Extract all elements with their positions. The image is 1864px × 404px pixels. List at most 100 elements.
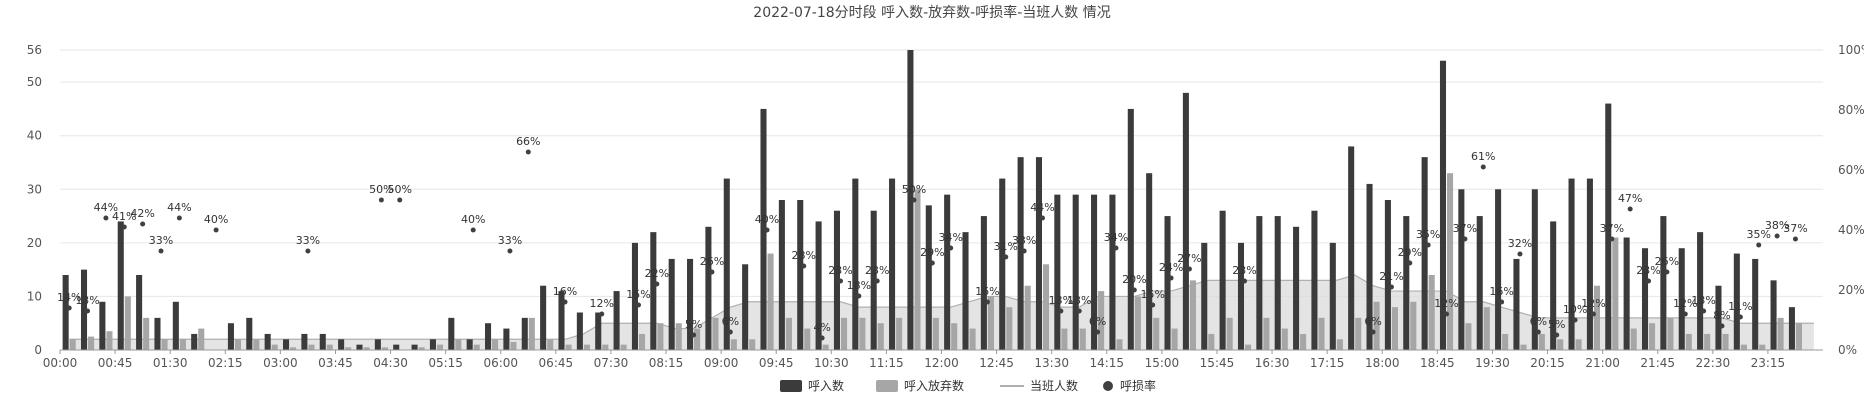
rate-label: 26% (1655, 255, 1679, 268)
rate-point (397, 197, 403, 203)
bar-abandoned (1300, 333, 1307, 350)
bar-abandoned (565, 344, 572, 350)
bar-calls (1752, 258, 1759, 350)
rate-label: 33% (296, 234, 320, 247)
bar-abandoned (1245, 344, 1252, 350)
bar-calls (1605, 103, 1612, 350)
rate-point (1021, 248, 1027, 254)
rate-label: 18% (847, 279, 871, 292)
bar-calls (172, 301, 179, 350)
bar-abandoned (767, 253, 774, 350)
rate-label: 37% (1453, 222, 1477, 235)
bar-calls (1329, 242, 1336, 350)
legend-swatch-abandoned (876, 380, 898, 392)
bar-calls (117, 221, 124, 350)
legend[interactable]: 呼入数 呼入放弃数 当班人数 呼损率 (780, 378, 1156, 393)
rate-layer: 14%13%44%41%42%33%44%40%33%50%50%40%33%6… (57, 135, 1808, 341)
bar-abandoned (749, 339, 756, 350)
bar-abandoned (455, 339, 462, 350)
rate-point (654, 281, 660, 287)
rate-point (929, 260, 935, 266)
x-tick-label: 19:30 (1475, 356, 1510, 370)
bar-calls (962, 232, 969, 350)
rate-label: 47% (1618, 192, 1642, 205)
rate-point (1370, 329, 1376, 335)
bar-calls (778, 200, 785, 350)
bar-calls (1182, 92, 1189, 350)
rate-label: 42% (130, 207, 154, 220)
y-left-tick-label: 56 (27, 43, 42, 57)
bar-calls (246, 317, 253, 350)
x-tick-label: 22:30 (1696, 356, 1731, 370)
bar-abandoned (418, 347, 425, 350)
bar-calls (191, 333, 198, 350)
bar-abandoned (1740, 344, 1747, 350)
x-tick-label: 12:00 (924, 356, 959, 370)
rate-label: 50% (369, 183, 393, 196)
bar-calls (1348, 146, 1355, 350)
bar-calls (907, 50, 914, 350)
bar-calls (1054, 194, 1061, 350)
bar-abandoned (1759, 344, 1766, 350)
x-tick-label: 18:45 (1420, 356, 1455, 370)
bar-abandoned (290, 347, 297, 350)
bar-calls (1476, 216, 1483, 350)
bar-calls (485, 323, 492, 350)
bar-abandoned (785, 317, 792, 350)
rate-point (66, 305, 72, 311)
bar-calls (1421, 157, 1428, 350)
bar-calls (80, 269, 88, 350)
rate-point (1499, 299, 1505, 305)
bar-calls (668, 258, 675, 350)
rate-label: 28% (792, 249, 816, 262)
x-tick-label: 03:45 (318, 356, 353, 370)
bar-abandoned (1226, 317, 1233, 350)
bar-calls (466, 339, 473, 350)
bar-calls (99, 301, 106, 350)
bar-abandoned (932, 317, 939, 350)
bar-calls (319, 333, 326, 350)
rate-label: 29% (920, 246, 944, 259)
rate-label: 14% (57, 291, 81, 304)
bar-calls (282, 339, 290, 350)
bar-abandoned (1410, 301, 1417, 350)
rate-label: 12% (590, 297, 614, 310)
bar-abandoned (1355, 317, 1362, 350)
rate-point (1792, 236, 1798, 242)
bar-calls (264, 333, 271, 350)
rate-point (378, 197, 384, 203)
rate-point (85, 308, 91, 314)
bar-calls (760, 108, 767, 350)
bar-calls (374, 339, 381, 350)
x-tick-label: 05:15 (428, 356, 463, 370)
bar-calls (687, 258, 694, 350)
rate-point (1719, 323, 1725, 329)
legend-label-abandoned: 呼入放弃数 (904, 378, 964, 393)
rate-label: 23% (1232, 264, 1256, 277)
rate-point (801, 263, 807, 269)
bar-calls (1237, 242, 1245, 350)
rate-label: 15% (1140, 288, 1164, 301)
bar-calls (1091, 194, 1098, 350)
y-left-tick-label: 50 (27, 75, 42, 89)
legend-swatch-calls (780, 380, 802, 392)
rate-label: 33% (498, 234, 522, 247)
x-tick-label: 18:00 (1365, 356, 1400, 370)
x-tick-label: 01:30 (153, 356, 188, 370)
rate-point (911, 197, 917, 203)
bar-calls (429, 339, 436, 350)
rate-label: 31% (994, 240, 1018, 253)
bar-calls (742, 264, 749, 350)
rate-label: 6% (722, 315, 739, 328)
x-tick-label: 02:15 (208, 356, 243, 370)
rate-point (837, 278, 843, 284)
x-tick-label: 10:30 (814, 356, 849, 370)
bar-abandoned (363, 347, 370, 350)
rate-point (1480, 164, 1486, 170)
rate-label: 34% (1104, 231, 1128, 244)
bar-abandoned (1575, 339, 1582, 350)
x-tick-label: 08:15 (649, 356, 684, 370)
bar-calls (503, 328, 510, 350)
x-tick-label: 21:45 (1640, 356, 1675, 370)
bar-calls (558, 291, 565, 350)
